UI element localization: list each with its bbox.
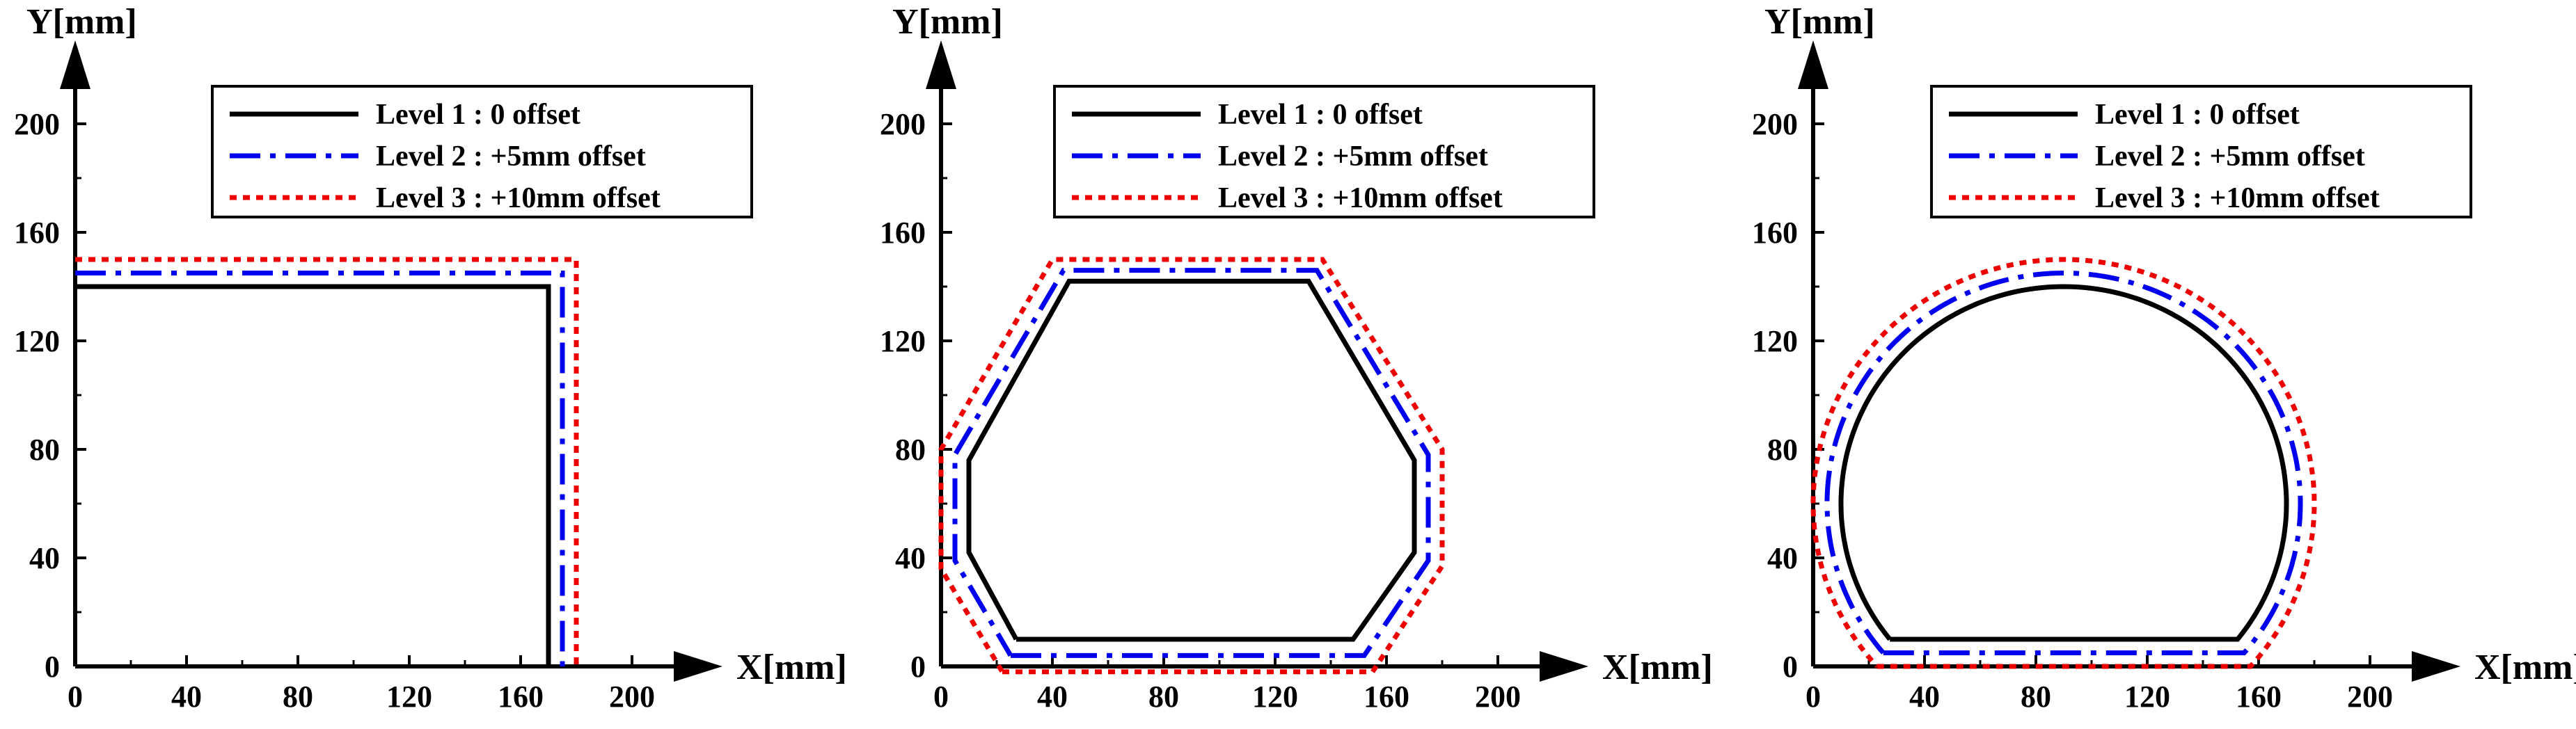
x-tick-label: 200 xyxy=(2347,680,2393,714)
y-tick-label: 160 xyxy=(1752,216,1798,250)
legend-label-level-3: Level 3 : +10mm offset xyxy=(1218,182,1503,214)
y-tick-label: 120 xyxy=(880,324,926,358)
x-tick-label: 40 xyxy=(1037,680,1068,714)
legend-label-level-1: Level 1 : 0 offset xyxy=(1218,99,1423,131)
panel-rectangle: X[mm] Y[mm] 0 40 80 120 160 200 0 40 80 120 160 200 Le… xyxy=(14,2,847,714)
y-tick-label: 80 xyxy=(895,433,926,467)
x-axis-title: X[mm] xyxy=(2474,648,2576,687)
y-axis-title: Y[mm] xyxy=(892,2,1003,42)
x-tick-label: 80 xyxy=(2021,680,2051,714)
legend-label-level-2: Level 2 : +5mm offset xyxy=(1218,141,1488,173)
x-tick-label: 0 xyxy=(1805,680,1821,714)
legend-label-level-1: Level 1 : 0 offset xyxy=(376,99,580,131)
y-axis-arrow-icon xyxy=(926,40,956,89)
legend-label-level-3: Level 3 : +10mm offset xyxy=(376,182,661,214)
y-axis-arrow-icon xyxy=(60,40,90,89)
x-tick-label: 160 xyxy=(498,680,544,714)
x-axis-arrow-icon xyxy=(1540,651,1588,682)
x-tick-label: 40 xyxy=(171,680,202,714)
y-tick-label: 120 xyxy=(14,324,60,358)
x-axis-title: X[mm] xyxy=(736,648,847,687)
series-line-level-2 xyxy=(1824,270,2303,655)
y-axis-title: Y[mm] xyxy=(26,2,137,42)
series-line-level-1 xyxy=(966,278,1417,642)
legend-label-level-3: Level 3 : +10mm offset xyxy=(2095,182,2380,214)
y-tick-label: 80 xyxy=(1767,433,1798,467)
y-tick-label: 160 xyxy=(880,216,926,250)
y-tick-label: 40 xyxy=(1767,541,1798,575)
x-axis-title: X[mm] xyxy=(1602,648,1713,687)
y-tick-label: 160 xyxy=(14,216,60,250)
y-axis-arrow-icon xyxy=(1798,40,1828,89)
legend-label-level-2: Level 2 : +5mm offset xyxy=(376,141,646,173)
x-tick-label: 200 xyxy=(1475,680,1521,714)
x-tick-label: 160 xyxy=(2236,680,2282,714)
series-line-level-3 xyxy=(938,257,1445,675)
y-tick-label: 0 xyxy=(1783,650,1798,684)
x-tick-label: 120 xyxy=(1252,680,1298,714)
x-axis-arrow-icon xyxy=(2412,651,2460,682)
y-tick-label: 200 xyxy=(1752,107,1798,141)
y-tick-label: 40 xyxy=(29,541,60,575)
x-axis-arrow-icon xyxy=(674,651,722,682)
x-tick-label: 40 xyxy=(1909,680,1940,714)
x-tick-label: 160 xyxy=(1364,680,1409,714)
panel-arch: X[mm] Y[mm] 0 40 80 120 160 200 0 40 80 120 160 200 Le… xyxy=(1752,2,2576,714)
x-tick-label: 80 xyxy=(1148,680,1179,714)
legend-label-level-2: Level 2 : +5mm offset xyxy=(2095,141,2365,173)
series-line-level-3 xyxy=(1810,257,2317,669)
x-tick-label: 0 xyxy=(68,680,83,714)
series-line-level-3 xyxy=(75,257,579,666)
x-tick-label: 120 xyxy=(386,680,432,714)
panel-octagon: X[mm] Y[mm] 0 40 80 120 160 200 0 40 80 120 160 200 Le… xyxy=(880,2,1713,714)
y-tick-label: 0 xyxy=(45,650,60,684)
y-tick-label: 120 xyxy=(1752,324,1798,358)
y-tick-label: 0 xyxy=(910,650,926,684)
x-tick-label: 0 xyxy=(933,680,949,714)
series-line-level-2 xyxy=(75,271,565,666)
x-tick-label: 120 xyxy=(2124,680,2170,714)
x-tick-label: 200 xyxy=(609,680,655,714)
y-tick-label: 40 xyxy=(895,541,926,575)
y-axis-title: Y[mm] xyxy=(1764,2,1875,42)
series-line-level-1 xyxy=(75,284,551,666)
series-line-level-1 xyxy=(1838,284,2289,642)
y-tick-label: 200 xyxy=(14,107,60,141)
legend-label-level-1: Level 1 : 0 offset xyxy=(2095,99,2300,131)
y-tick-label: 200 xyxy=(880,107,926,141)
x-tick-label: 80 xyxy=(283,680,313,714)
series-line-level-2 xyxy=(952,268,1431,658)
y-tick-label: 80 xyxy=(29,433,60,467)
